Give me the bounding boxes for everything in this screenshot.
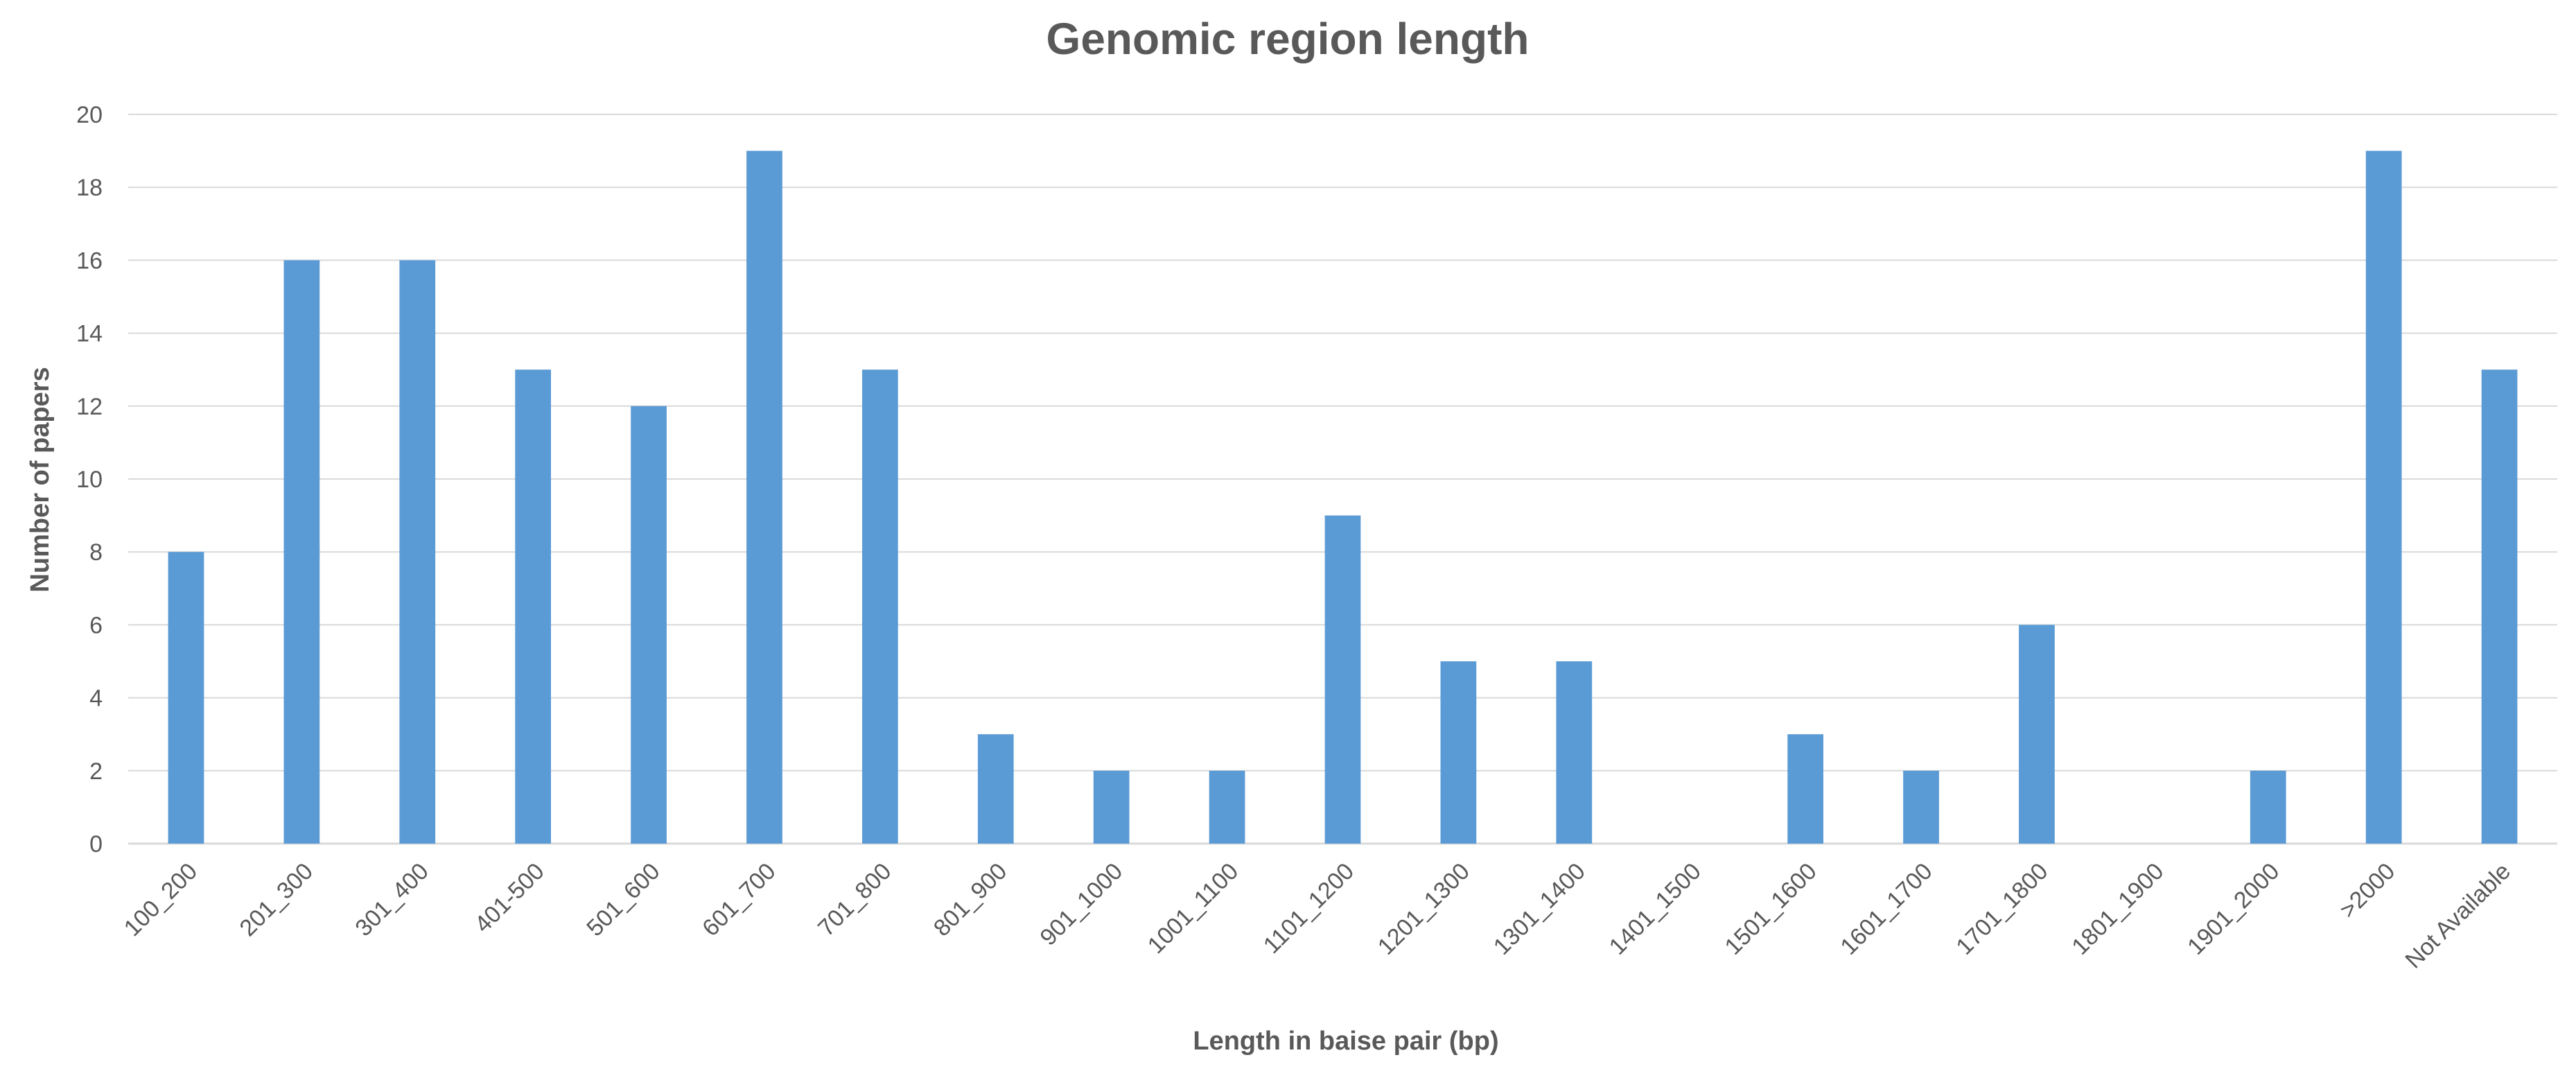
y-tick-label: 2 xyxy=(89,758,103,785)
bars xyxy=(168,150,2518,844)
y-tick-label: 12 xyxy=(76,394,103,420)
x-tick-label: 1501_1600 xyxy=(1720,858,1822,960)
y-tick-label: 8 xyxy=(89,539,103,566)
bar xyxy=(1556,661,1593,844)
x-tick-label: 1001_1100 xyxy=(1143,858,1243,959)
bar xyxy=(1787,734,1823,844)
y-axis-label: Number of papers xyxy=(26,367,55,592)
x-tick-label: 1301_1400 xyxy=(1489,858,1591,960)
bar xyxy=(1093,770,1130,844)
x-tick-label: 901_1000 xyxy=(1035,858,1128,951)
bar xyxy=(977,734,1014,844)
bar xyxy=(1440,661,1477,844)
x-axis-label: Length in baise pair (bp) xyxy=(1193,1027,1498,1056)
x-tick-label: 1601_1700 xyxy=(1835,858,1937,960)
bar xyxy=(862,369,898,844)
y-tick-label: 18 xyxy=(76,175,103,201)
y-axis-ticks: 0 2 4 6 8 10 12 14 16 18 20 xyxy=(76,102,103,857)
bar xyxy=(2019,625,2055,844)
y-tick-label: 4 xyxy=(89,686,103,712)
bar xyxy=(631,406,667,844)
x-tick-label: 100_200 xyxy=(119,858,202,941)
x-tick-label: 601_700 xyxy=(697,858,780,941)
bar xyxy=(168,552,204,844)
bar xyxy=(2250,770,2286,844)
x-tick-label: 1401_1500 xyxy=(1604,858,1706,960)
x-tick-label: 1801_1900 xyxy=(2067,858,2168,960)
bar xyxy=(399,260,436,844)
y-tick-label: 20 xyxy=(76,102,103,128)
x-tick-label: 301_400 xyxy=(350,858,433,941)
bar xyxy=(515,369,552,844)
y-tick-label: 6 xyxy=(89,612,103,638)
x-tick-label: 501_600 xyxy=(581,858,665,941)
bar xyxy=(746,150,782,844)
y-tick-label: 16 xyxy=(76,247,103,274)
x-tick-label: 801_900 xyxy=(929,858,1012,941)
bar xyxy=(2481,369,2518,844)
bar xyxy=(1209,770,1245,844)
y-tick-label: 10 xyxy=(76,467,103,493)
x-tick-label: 1201_1300 xyxy=(1373,858,1475,960)
x-axis-ticks: 100_200 201_300 301_400 401-500 501_600 601_7… xyxy=(119,858,2516,974)
x-tick-label: 201_300 xyxy=(235,858,318,941)
x-tick-label: 1901_2000 xyxy=(2182,858,2284,960)
chart-title: Genomic region length xyxy=(1046,14,1530,64)
y-tick-label: 14 xyxy=(76,321,103,347)
x-tick-label: >2000 xyxy=(2335,858,2400,923)
bar xyxy=(1324,515,1361,844)
x-tick-label: 1701_1800 xyxy=(1951,858,2053,960)
x-tick-label: 401-500 xyxy=(470,858,550,938)
bar xyxy=(1903,770,1939,844)
x-tick-label: Not Available xyxy=(2400,858,2516,974)
x-tick-label: 701_800 xyxy=(813,858,896,941)
x-tick-label: 1101_1200 xyxy=(1259,858,1359,959)
bar xyxy=(283,260,320,844)
bar xyxy=(2365,150,2402,844)
y-tick-label: 0 xyxy=(89,831,103,857)
